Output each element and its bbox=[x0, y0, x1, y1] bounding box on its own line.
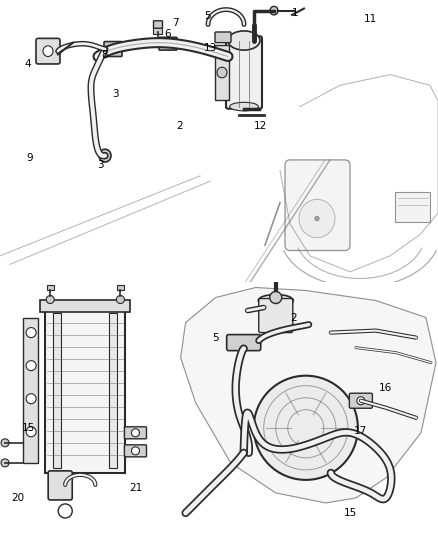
Text: 16: 16 bbox=[378, 383, 392, 393]
FancyBboxPatch shape bbox=[349, 393, 371, 408]
Circle shape bbox=[131, 429, 139, 437]
FancyBboxPatch shape bbox=[258, 298, 292, 333]
Text: 2: 2 bbox=[290, 312, 297, 322]
Circle shape bbox=[269, 6, 277, 15]
FancyBboxPatch shape bbox=[159, 37, 177, 50]
Circle shape bbox=[102, 152, 108, 159]
Text: 5: 5 bbox=[204, 11, 211, 21]
FancyBboxPatch shape bbox=[215, 45, 229, 100]
Text: 7: 7 bbox=[171, 19, 178, 28]
Circle shape bbox=[154, 38, 162, 47]
Circle shape bbox=[99, 149, 111, 162]
Text: 17: 17 bbox=[353, 426, 367, 436]
FancyBboxPatch shape bbox=[124, 427, 146, 439]
Text: 3: 3 bbox=[96, 160, 103, 170]
FancyBboxPatch shape bbox=[394, 192, 429, 222]
Circle shape bbox=[26, 427, 36, 437]
Circle shape bbox=[253, 376, 357, 480]
Text: 11: 11 bbox=[363, 14, 376, 24]
Text: 5: 5 bbox=[212, 333, 219, 343]
FancyBboxPatch shape bbox=[104, 42, 122, 56]
Circle shape bbox=[26, 394, 36, 403]
Text: 2: 2 bbox=[176, 121, 183, 131]
Text: 4: 4 bbox=[25, 59, 31, 69]
Circle shape bbox=[46, 295, 54, 303]
Circle shape bbox=[43, 46, 53, 56]
FancyBboxPatch shape bbox=[124, 445, 146, 457]
Circle shape bbox=[116, 295, 124, 303]
Ellipse shape bbox=[258, 295, 293, 306]
Text: 8: 8 bbox=[102, 51, 108, 60]
FancyBboxPatch shape bbox=[109, 312, 117, 468]
Text: 20: 20 bbox=[11, 493, 25, 503]
FancyBboxPatch shape bbox=[48, 471, 72, 500]
FancyBboxPatch shape bbox=[153, 21, 162, 28]
FancyBboxPatch shape bbox=[36, 38, 60, 64]
Circle shape bbox=[26, 328, 36, 337]
Circle shape bbox=[314, 216, 318, 221]
Circle shape bbox=[131, 447, 139, 455]
FancyBboxPatch shape bbox=[215, 32, 230, 43]
Polygon shape bbox=[180, 287, 435, 503]
Circle shape bbox=[1, 439, 9, 447]
Text: 13: 13 bbox=[203, 43, 216, 53]
Circle shape bbox=[356, 397, 364, 405]
Ellipse shape bbox=[229, 102, 258, 111]
Text: 1: 1 bbox=[291, 8, 298, 18]
Text: 12: 12 bbox=[253, 121, 266, 131]
Text: 15: 15 bbox=[343, 508, 357, 518]
Circle shape bbox=[216, 67, 226, 78]
Text: 6: 6 bbox=[164, 29, 171, 39]
FancyBboxPatch shape bbox=[45, 308, 125, 473]
Ellipse shape bbox=[227, 31, 259, 50]
FancyBboxPatch shape bbox=[23, 318, 38, 463]
Circle shape bbox=[1, 459, 9, 467]
FancyBboxPatch shape bbox=[40, 300, 130, 312]
Text: 15: 15 bbox=[21, 423, 35, 433]
FancyBboxPatch shape bbox=[53, 312, 61, 468]
FancyBboxPatch shape bbox=[46, 285, 53, 290]
Text: 9: 9 bbox=[27, 153, 33, 163]
Circle shape bbox=[26, 361, 36, 370]
FancyBboxPatch shape bbox=[226, 36, 261, 109]
Circle shape bbox=[269, 292, 281, 303]
FancyBboxPatch shape bbox=[153, 27, 162, 34]
FancyBboxPatch shape bbox=[284, 160, 349, 251]
Text: 3: 3 bbox=[111, 89, 118, 99]
Circle shape bbox=[298, 199, 334, 238]
FancyBboxPatch shape bbox=[226, 335, 260, 351]
Text: 21: 21 bbox=[128, 483, 142, 493]
FancyBboxPatch shape bbox=[117, 285, 124, 290]
